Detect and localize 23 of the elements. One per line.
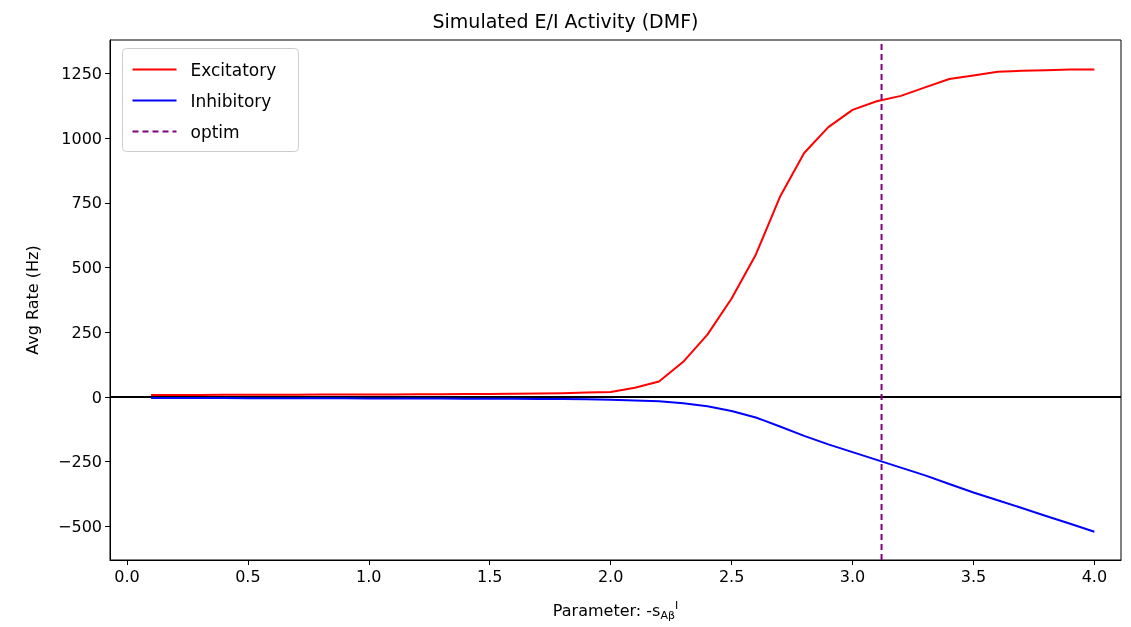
y-tick-label: 1000 bbox=[61, 128, 102, 148]
legend-label: Inhibitory bbox=[190, 90, 272, 111]
legend-label: optim bbox=[190, 121, 240, 142]
y-tick-label: 0 bbox=[91, 387, 102, 407]
x-tick-label: 2.0 bbox=[597, 566, 624, 586]
legend-label: Excitatory bbox=[190, 59, 277, 80]
y-tick-label: −500 bbox=[58, 516, 102, 536]
line-series bbox=[150, 397, 1096, 533]
x-tick-label: 1.5 bbox=[477, 566, 503, 586]
x-tick-label: 3.0 bbox=[839, 566, 866, 586]
y-tick-label: 1250 bbox=[61, 64, 102, 84]
y-tick-label: 500 bbox=[71, 258, 102, 278]
x-tick-label: 2.5 bbox=[718, 566, 745, 586]
x-tick-label: 3.5 bbox=[960, 566, 987, 586]
x-tick-label: 0.5 bbox=[235, 566, 261, 586]
x-tick-label: 1.0 bbox=[356, 566, 382, 586]
y-tick-label: −250 bbox=[58, 452, 102, 472]
x-tick-label: 4.0 bbox=[1081, 566, 1108, 586]
y-axis-title: Avg Rate (Hz) bbox=[22, 245, 42, 355]
chart-title: Simulated E/I Activity (DMF) bbox=[432, 9, 699, 32]
y-tick-label: 750 bbox=[71, 193, 102, 213]
x-tick-label: 0.0 bbox=[114, 566, 140, 586]
y-tick-label: 250 bbox=[71, 322, 102, 342]
